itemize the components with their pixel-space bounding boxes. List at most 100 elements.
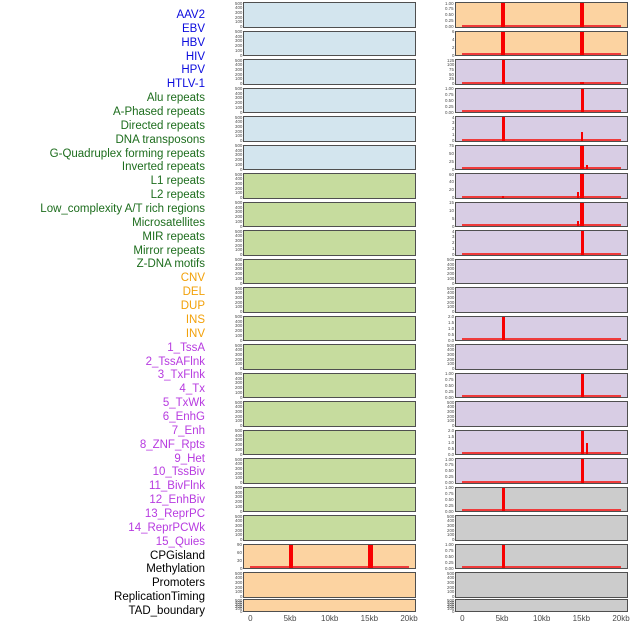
row-label: 6_EnhG <box>162 410 205 423</box>
signal-panel: 500 400 300 200 100 0 <box>235 286 416 314</box>
row-label: Microsatellites <box>132 216 205 229</box>
y-tick-label: 100 <box>234 304 242 310</box>
y-tick-label: 2.0 <box>447 428 454 433</box>
y-tick-label: 300 <box>234 152 242 158</box>
y-tick-label: 400 <box>446 599 454 605</box>
y-tick-label: 400 <box>234 599 242 605</box>
row-label: 15_Quies <box>155 535 205 548</box>
y-tick-label: 100 <box>234 532 242 538</box>
y-tick-label: 300 <box>234 380 242 386</box>
y-tick-label: 400 <box>234 204 242 210</box>
y-tick-label: 500 <box>446 342 454 348</box>
y-tick-label: 0.75 <box>445 91 454 97</box>
y-tick-label: 1.00 <box>445 485 454 490</box>
y-tick-label: 500 <box>234 171 242 177</box>
row-label: L1 repeats <box>150 175 205 188</box>
signal-panel: 2.0 1.5 1.0 0.5 0.0 <box>448 428 628 456</box>
signal-panel: 500 400 300 200 100 0 <box>235 514 416 542</box>
y-tick-label: 0 <box>239 480 242 485</box>
y-axis-ticks: 500 400 300 200 100 0 <box>414 286 454 314</box>
signal-panel: 500 400 300 200 100 0 <box>447 598 628 613</box>
signal-spike <box>580 202 585 226</box>
signal-panel: 2.0 1.5 1.0 0.5 0.0 <box>448 314 628 342</box>
y-tick-label: 60 <box>237 549 242 555</box>
y-tick-label: 200 <box>234 14 242 20</box>
y-axis-ticks: 500 400 300 200 100 0 <box>202 343 242 371</box>
y-tick-label: 100 <box>234 247 242 253</box>
row-label: 13_ReprPC <box>144 507 205 520</box>
signal-panel: 500 400 300 200 100 0 <box>235 343 416 371</box>
y-tick-label: 0.50 <box>445 553 454 559</box>
y-tick-label: 300 <box>234 522 242 528</box>
y-tick-label: 0.75 <box>445 490 454 496</box>
signal-panel: 500 400 300 200 100 0 <box>235 400 416 428</box>
signal-panel: 500 400 300 200 100 0 <box>235 598 416 613</box>
signal-panel: 1.00 0.75 0.50 0.25 0.00 <box>445 457 628 485</box>
y-tick-label: 75 <box>449 66 454 72</box>
y-tick-label: 300 <box>234 494 242 500</box>
y-tick-label: 300 <box>234 9 242 15</box>
y-tick-label: 200 <box>234 328 242 334</box>
signal-panel: 90 60 30 0 <box>237 542 416 570</box>
signal-spike <box>502 195 505 198</box>
y-tick-label: 100 <box>234 589 242 595</box>
row-label: INV <box>185 327 205 340</box>
y-axis-ticks: 500 400 300 200 100 0 <box>414 514 454 542</box>
y-tick-label: 400 <box>234 347 242 353</box>
y-tick-label: 500 <box>446 597 454 603</box>
y-tick-label: 100 <box>234 332 242 338</box>
y-axis-ticks: 500 400 300 200 100 0 <box>202 58 242 86</box>
signal-panel: 500 400 300 200 100 0 <box>235 29 416 57</box>
y-tick-label: 0 <box>239 366 242 371</box>
y-tick-label: 0 <box>451 309 454 314</box>
y-tick-label: 1.0 <box>447 325 454 331</box>
y-tick-label: 400 <box>446 290 454 296</box>
y-tick-label: 0 <box>239 24 242 29</box>
row-label: CPGisland <box>150 549 205 562</box>
y-tick-label: 200 <box>234 271 242 277</box>
row-label: 2_TssAFlnk <box>145 355 205 368</box>
y-tick-label: 300 <box>446 601 454 607</box>
y-tick-label: 500 <box>234 485 242 490</box>
row-label: 12_EnhBiv <box>149 494 205 507</box>
y-tick-label: 0 <box>239 309 242 314</box>
row-label: Low_complexity A/T rich regions <box>40 203 205 216</box>
y-tick-label: 100 <box>234 361 242 367</box>
signal-baseline <box>462 395 621 397</box>
x-tick-label: 20kb <box>612 614 630 623</box>
y-axis-ticks: 500 400 300 200 100 0 <box>202 1 242 29</box>
y-tick-label: 25 <box>449 76 454 82</box>
signal-baseline <box>462 252 621 255</box>
signal-panel: 1.00 0.75 0.50 0.25 0.00 <box>445 1 628 29</box>
y-tick-label: 100 <box>446 275 454 281</box>
y-tick-label: 300 <box>234 408 242 414</box>
y-tick-label: 1 <box>451 246 454 252</box>
y-axis-ticks: 2.0 1.5 1.0 0.5 0.0 <box>414 428 454 456</box>
y-tick-label: 0 <box>451 81 454 86</box>
signal-panel: 500 400 300 200 100 0 <box>235 229 416 257</box>
signal-spike <box>580 231 584 255</box>
row-label: Mirror repeats <box>133 244 205 257</box>
y-tick-label: 200 <box>234 128 242 134</box>
signal-panel: 500 400 300 200 100 0 <box>447 343 628 371</box>
y-tick-label: 0.25 <box>445 502 454 508</box>
y-tick-label: 100 <box>234 475 242 481</box>
signal-baseline <box>462 24 621 27</box>
y-tick-label: 300 <box>234 180 242 186</box>
signal-panel: 1.00 0.75 0.50 0.25 0.00 <box>445 371 628 399</box>
y-tick-label: 500 <box>234 597 242 603</box>
y-tick-label: 0.75 <box>445 376 454 382</box>
y-tick-label: 300 <box>446 351 454 357</box>
y-axis-ticks: 500 400 300 200 100 0 <box>202 514 242 542</box>
y-axis-ticks: 1.00 0.75 0.50 0.25 0.00 <box>414 1 454 29</box>
y-tick-label: 200 <box>446 584 454 590</box>
y-axis-ticks: 75 50 25 0 <box>414 143 454 171</box>
y-tick-label: 400 <box>234 62 242 68</box>
y-tick-label: 0 <box>451 195 454 200</box>
y-tick-label: 500 <box>234 570 242 576</box>
y-tick-label: 400 <box>446 518 454 524</box>
y-tick-label: 0.5 <box>447 445 454 451</box>
y-tick-label: 400 <box>234 432 242 438</box>
y-tick-label: 200 <box>446 271 454 277</box>
